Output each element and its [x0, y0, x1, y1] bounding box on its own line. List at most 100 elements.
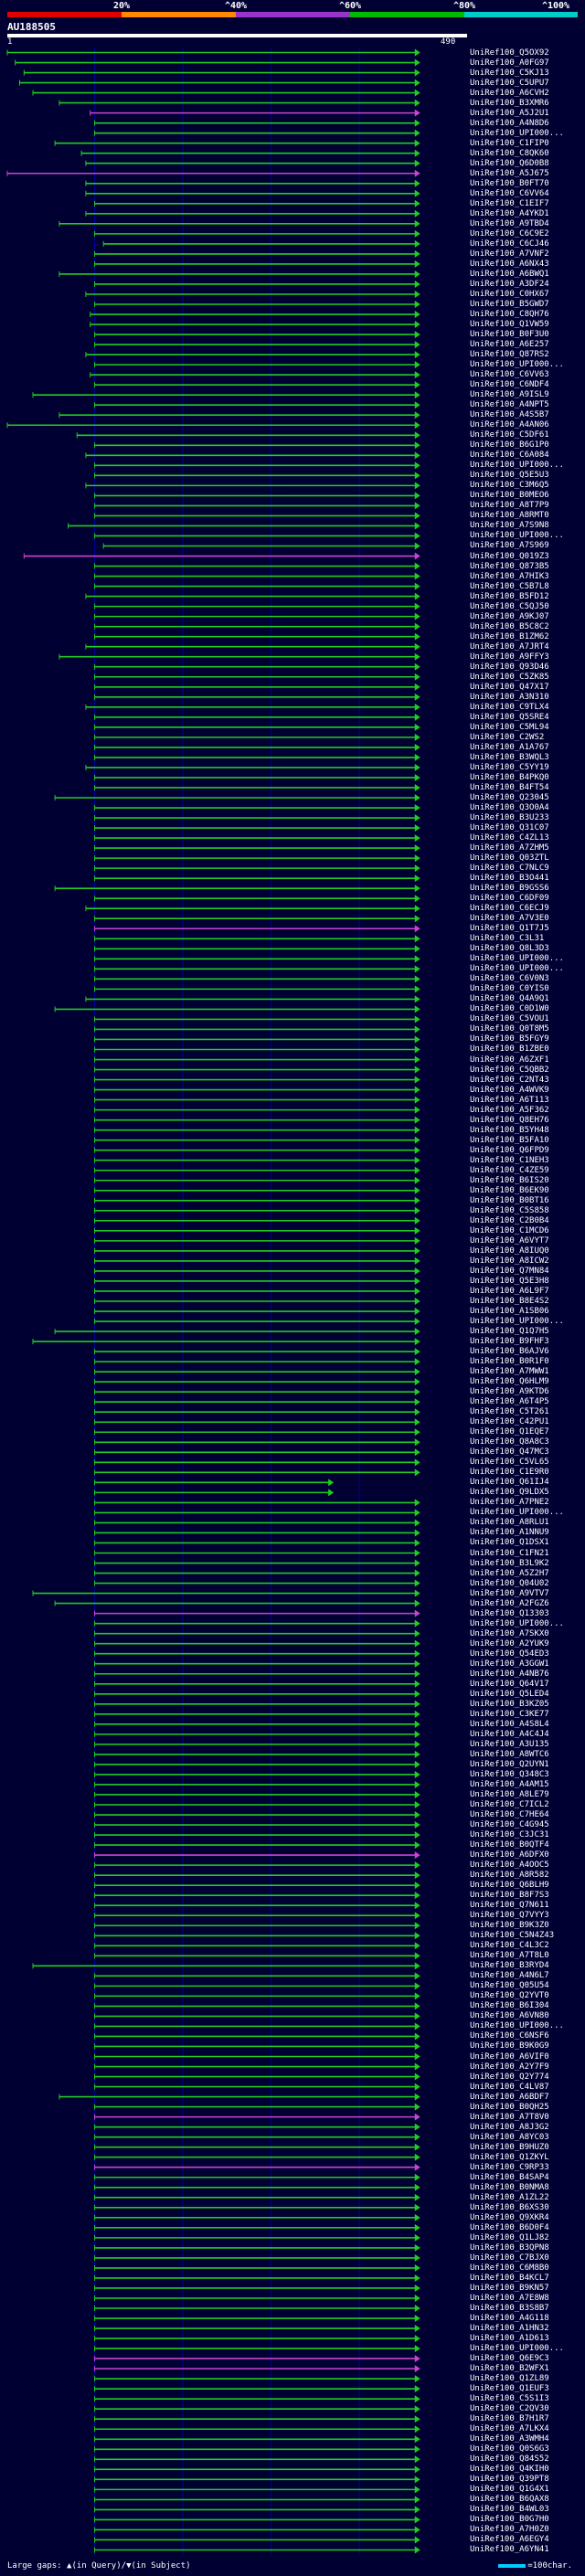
hit-label[interactable]: UniRef100_A4YKD1	[470, 208, 549, 218]
hit-label[interactable]: UniRef100_A4AN06	[470, 420, 549, 430]
hit-label[interactable]: UniRef100_C42PU1	[470, 1417, 549, 1427]
hit-label[interactable]: UniRef100_Q4A9Q1	[470, 994, 549, 1004]
hit-label[interactable]: UniRef100_Q7N611	[470, 1901, 549, 1911]
hit-label[interactable]: UniRef100_A7SKX0	[470, 1628, 549, 1638]
hit-label[interactable]: UniRef100_A8RMT0	[470, 511, 549, 521]
hit-label[interactable]: UniRef100_A7MWW1	[470, 1367, 549, 1377]
hit-label[interactable]: UniRef100_C5DF61	[470, 430, 549, 440]
hit-label[interactable]: UniRef100_C1E9R0	[470, 1468, 549, 1478]
hit-label[interactable]: UniRef100_C3M6Q5	[470, 481, 549, 491]
hit-label[interactable]: UniRef100_Q348C3	[470, 1769, 549, 1779]
hit-label[interactable]: UniRef100_B6AJV6	[470, 1347, 549, 1357]
hit-label[interactable]: UniRef100_Q6E9C3	[470, 2354, 549, 2364]
hit-label[interactable]: UniRef100_B0FT70	[470, 178, 549, 188]
hit-label[interactable]: UniRef100_A1HN32	[470, 2324, 549, 2334]
hit-label[interactable]: UniRef100_B3U233	[470, 813, 549, 823]
hit-label[interactable]: UniRef100_B6D0F4	[470, 2222, 549, 2232]
hit-label[interactable]: UniRef100_Q1T7J5	[470, 924, 549, 934]
hit-label[interactable]: UniRef100_Q8A8C3	[470, 1437, 549, 1447]
hit-label[interactable]: UniRef100_Q1EQE7	[470, 1427, 549, 1437]
hit-label[interactable]: UniRef100_C4ZE59	[470, 1165, 549, 1175]
hit-label[interactable]: UniRef100_A7JRT4	[470, 641, 549, 652]
hit-label[interactable]: UniRef100_A4AM15	[470, 1779, 549, 1789]
hit-label[interactable]: UniRef100_A9ISL9	[470, 390, 549, 400]
hit-label[interactable]: UniRef100_Q47X17	[470, 682, 549, 692]
hit-label[interactable]: UniRef100_C6M8B0	[470, 2263, 549, 2273]
hit-label[interactable]: UniRef100_A1ZL22	[470, 2192, 549, 2202]
hit-label[interactable]: UniRef100_B6IS20	[470, 1175, 549, 1185]
hit-label[interactable]: UniRef100_B9GSS6	[470, 884, 549, 894]
hit-label[interactable]: UniRef100_Q2YVT0	[470, 1991, 549, 2001]
hit-label[interactable]: UniRef100_A6VYT7	[470, 1235, 549, 1246]
hit-label[interactable]: UniRef100_C3L31	[470, 934, 545, 944]
hit-label[interactable]: UniRef100_Q61IJ4	[470, 1478, 549, 1488]
hit-label[interactable]: UniRef100_C6A084	[470, 451, 549, 461]
hit-label[interactable]: UniRef100_A5Z2H7	[470, 1568, 549, 1578]
hit-label[interactable]: UniRef100_A8R582	[470, 1871, 549, 1881]
hit-label[interactable]: UniRef100_B8F7S3	[470, 1891, 549, 1901]
hit-label[interactable]: UniRef100_B3KZ05	[470, 1699, 549, 1709]
hit-label[interactable]: UniRef100_A4S8L4	[470, 1719, 549, 1729]
hit-label[interactable]: UniRef100_C0D1W0	[470, 1004, 549, 1014]
hit-label[interactable]: UniRef100_A8WTC6	[470, 1749, 549, 1759]
hit-label[interactable]: UniRef100_A6T113	[470, 1095, 549, 1105]
hit-label[interactable]: UniRef100_A7S969	[470, 541, 549, 551]
hit-label[interactable]: UniRef100_Q84S52	[470, 2454, 549, 2465]
hit-label[interactable]: UniRef100_C5KJ13	[470, 68, 549, 78]
hit-label[interactable]: UniRef100_C6NSF6	[470, 2031, 549, 2041]
hit-label[interactable]: UniRef100_C5S1I3	[470, 2394, 549, 2404]
hit-label[interactable]: UniRef100_Q1VW59	[470, 320, 549, 330]
hit-label[interactable]: UniRef100_UPI000...	[470, 531, 564, 541]
hit-label[interactable]: UniRef100_B6QAX8	[470, 2495, 549, 2505]
hit-label[interactable]: UniRef100_B7H1R7	[470, 2414, 549, 2424]
hit-label[interactable]: UniRef100_Q87RS2	[470, 350, 549, 360]
hit-label[interactable]: UniRef100_A4N6L7	[470, 1971, 549, 1981]
hit-label[interactable]: UniRef100_C2WS2	[470, 732, 545, 742]
hit-label[interactable]: UniRef100_C3JC31	[470, 1830, 549, 1840]
hit-label[interactable]: UniRef100_Q2Y774	[470, 2072, 549, 2082]
hit-label[interactable]: UniRef100_Q5E3H8	[470, 1276, 549, 1286]
hit-label[interactable]: UniRef100_B3XMR6	[470, 98, 549, 108]
hit-label[interactable]: UniRef100_Q1ZL89	[470, 2374, 549, 2384]
hit-label[interactable]: UniRef100_A1NNU9	[470, 1528, 549, 1538]
hit-label[interactable]: UniRef100_Q0T8M5	[470, 1024, 549, 1034]
hit-label[interactable]: UniRef100_B9FHF3	[470, 1337, 549, 1347]
hit-label[interactable]: UniRef100_A9FFY3	[470, 652, 549, 662]
hit-label[interactable]: UniRef100_Q1DSX1	[470, 1538, 549, 1548]
hit-label[interactable]: UniRef100_Q3O0A4	[470, 803, 549, 813]
hit-label[interactable]: UniRef100_A3U135	[470, 1739, 549, 1749]
hit-label[interactable]: UniRef100_A8J3G2	[470, 2122, 549, 2132]
hit-label[interactable]: UniRef100_A6EGY4	[470, 2535, 549, 2545]
hit-label[interactable]: UniRef100_Q1LJ82	[470, 2232, 549, 2242]
hit-label[interactable]: UniRef100_Q6HLM9	[470, 1377, 549, 1387]
hit-label[interactable]: UniRef100_Q23045	[470, 792, 549, 802]
hit-label[interactable]: UniRef100_Q019Z3	[470, 551, 549, 561]
hit-label[interactable]: UniRef100_C0HX67	[470, 289, 549, 299]
hit-label[interactable]: UniRef100_C5ZK85	[470, 672, 549, 682]
hit-label[interactable]: UniRef100_B9KN57	[470, 2283, 549, 2293]
hit-label[interactable]: UniRef100_A2YUK9	[470, 1638, 549, 1648]
hit-label[interactable]: UniRef100_UPI000...	[470, 360, 564, 370]
hit-label[interactable]: UniRef100_A6CVH2	[470, 88, 549, 98]
hit-label[interactable]: UniRef100_Q8L3D3	[470, 944, 549, 954]
hit-label[interactable]: UniRef100_A7S9N8	[470, 521, 549, 531]
hit-label[interactable]: UniRef100_B0NMA8	[470, 2182, 549, 2192]
hit-label[interactable]: UniRef100_B4FT54	[470, 782, 549, 792]
hit-label[interactable]: UniRef100_A6T4P5	[470, 1397, 549, 1407]
hit-label[interactable]: UniRef100_Q8EH76	[470, 1115, 549, 1125]
hit-label[interactable]: UniRef100_A7T8L0	[470, 1951, 549, 1961]
hit-label[interactable]: UniRef100_A6VIF0	[470, 2051, 549, 2062]
hit-label[interactable]: UniRef100_C0YIS0	[470, 984, 549, 994]
hit-label[interactable]: UniRef100_A4G118	[470, 2314, 549, 2324]
hit-label[interactable]: UniRef100_A9KTD6	[470, 1387, 549, 1397]
hit-label[interactable]: UniRef100_A8YC03	[470, 2132, 549, 2142]
hit-label[interactable]: UniRef100_C1FIP0	[470, 138, 549, 148]
hit-label[interactable]: UniRef100_A6E257	[470, 340, 549, 350]
hit-label[interactable]: UniRef100_C5VOU1	[470, 1014, 549, 1024]
hit-label[interactable]: UniRef100_B6I304	[470, 2001, 549, 2011]
hit-label[interactable]: UniRef100_Q93D46	[470, 662, 549, 672]
hit-label[interactable]: UniRef100_C4G945	[470, 1820, 549, 1830]
hit-label[interactable]: UniRef100_Q47MC3	[470, 1447, 549, 1458]
hit-label[interactable]: UniRef100_Q1EUF3	[470, 2384, 549, 2394]
hit-label[interactable]: UniRef100_Q31C07	[470, 823, 549, 833]
